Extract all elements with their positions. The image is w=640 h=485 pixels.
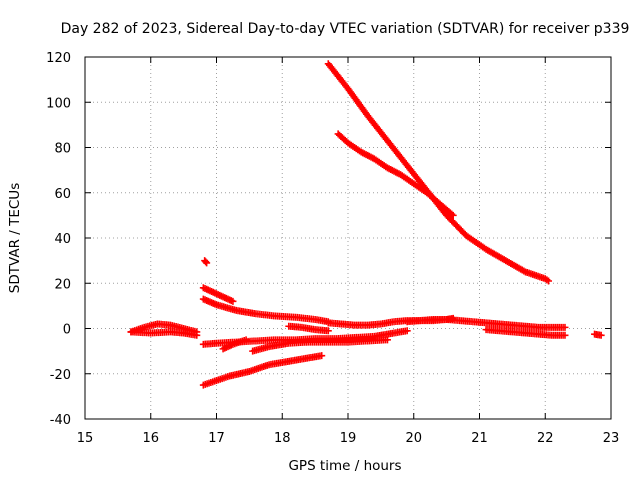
- series-track-b: [127, 328, 201, 339]
- data-point: [324, 327, 332, 335]
- x-tick-label: 15: [77, 431, 94, 446]
- series-track-c: [201, 257, 211, 267]
- x-tick-label: 16: [142, 431, 159, 446]
- y-axis-label: SDTVAR / TECUs: [7, 183, 23, 293]
- series-track-p: [334, 130, 457, 219]
- data-point: [449, 211, 457, 219]
- data-point: [203, 259, 211, 267]
- x-tick-label: 22: [537, 431, 554, 446]
- x-tick-label: 20: [405, 431, 422, 446]
- data-point: [202, 258, 210, 266]
- y-tick-label: 80: [54, 142, 71, 157]
- y-tick-label: -40: [50, 413, 71, 428]
- data-point: [229, 297, 237, 305]
- data-point: [561, 331, 569, 339]
- data-point: [597, 331, 605, 339]
- series-track-n: [591, 330, 605, 339]
- data-point: [242, 336, 250, 344]
- y-tick-label: 100: [46, 96, 71, 111]
- series-track-h: [219, 336, 250, 353]
- series-track-j: [199, 352, 326, 389]
- series-track-i: [249, 336, 391, 355]
- y-tick-label: 60: [54, 187, 71, 202]
- y-tick-label: 0: [63, 323, 71, 338]
- series-track-d: [199, 284, 237, 305]
- y-tick-label: 40: [54, 232, 71, 247]
- data-point: [561, 323, 569, 331]
- y-tick-label: 120: [46, 51, 71, 66]
- series-track-e: [199, 295, 332, 326]
- series-track-m: [482, 326, 569, 339]
- x-tick-label: 19: [340, 431, 357, 446]
- data-points: [127, 60, 605, 389]
- x-tick-label: 21: [471, 431, 488, 446]
- y-tick-label: -20: [50, 368, 71, 383]
- axis-ticks: 15 16 17 18 19 20 21 22 23 -40 -20 0 20 40 60 80 100 120: [46, 51, 619, 446]
- data-point: [318, 352, 326, 360]
- x-axis-label: GPS time / hours: [288, 458, 401, 474]
- series-track-o: [324, 60, 553, 285]
- data-point: [383, 336, 391, 344]
- x-tick-label: 18: [274, 431, 291, 446]
- y-tick-label: 20: [54, 277, 71, 292]
- data-point: [545, 277, 553, 285]
- data-point: [403, 327, 411, 335]
- data-point: [193, 331, 201, 339]
- x-tick-label: 17: [208, 431, 225, 446]
- series-track-f: [285, 322, 332, 335]
- chart-title: Day 282 of 2023, Sidereal Day-to-day VTE…: [61, 21, 630, 37]
- grid: [85, 57, 611, 419]
- x-tick-label: 23: [603, 431, 620, 446]
- series-track-l: [403, 315, 569, 331]
- data-point: [448, 210, 456, 218]
